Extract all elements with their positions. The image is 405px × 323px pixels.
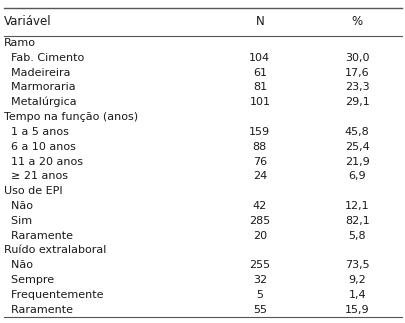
Text: 82,1: 82,1 — [344, 216, 369, 226]
Text: 1 a 5 anos: 1 a 5 anos — [4, 127, 69, 137]
Text: 61: 61 — [252, 68, 266, 78]
Text: 5,8: 5,8 — [347, 231, 365, 241]
Text: Uso de EPI: Uso de EPI — [4, 186, 62, 196]
Text: 55: 55 — [252, 305, 266, 315]
Text: 30,0: 30,0 — [344, 53, 369, 63]
Text: Sim: Sim — [4, 216, 32, 226]
Text: N: N — [255, 15, 264, 28]
Text: ≥ 21 anos: ≥ 21 anos — [4, 172, 68, 181]
Text: 88: 88 — [252, 142, 266, 152]
Text: 23,3: 23,3 — [344, 82, 369, 92]
Text: 11 a 20 anos: 11 a 20 anos — [4, 157, 83, 167]
Text: Fab. Cimento: Fab. Cimento — [4, 53, 84, 63]
Text: 1,4: 1,4 — [347, 290, 365, 300]
Text: 21,9: 21,9 — [344, 157, 369, 167]
Text: Metalúrgica: Metalúrgica — [4, 97, 77, 108]
Text: 6 a 10 anos: 6 a 10 anos — [4, 142, 76, 152]
Text: 73,5: 73,5 — [344, 260, 369, 270]
Text: 76: 76 — [252, 157, 266, 167]
Text: 81: 81 — [252, 82, 266, 92]
Text: 104: 104 — [249, 53, 270, 63]
Text: 9,2: 9,2 — [347, 275, 365, 285]
Text: Ramo: Ramo — [4, 38, 36, 48]
Text: Tempo na função (anos): Tempo na função (anos) — [4, 112, 138, 122]
Text: 32: 32 — [252, 275, 266, 285]
Text: 159: 159 — [249, 127, 270, 137]
Text: Frequentemente: Frequentemente — [4, 290, 103, 300]
Text: Não: Não — [4, 260, 33, 270]
Text: 12,1: 12,1 — [344, 201, 369, 211]
Text: 17,6: 17,6 — [344, 68, 369, 78]
Text: %: % — [351, 15, 362, 28]
Text: 5: 5 — [256, 290, 263, 300]
Text: 15,9: 15,9 — [344, 305, 369, 315]
Text: 24: 24 — [252, 172, 266, 181]
Text: 6,9: 6,9 — [347, 172, 365, 181]
Text: 29,1: 29,1 — [344, 97, 369, 107]
Text: 255: 255 — [249, 260, 270, 270]
Text: 285: 285 — [249, 216, 270, 226]
Text: 45,8: 45,8 — [344, 127, 369, 137]
Text: 20: 20 — [252, 231, 266, 241]
Text: Marmoraria: Marmoraria — [4, 82, 75, 92]
Text: Raramente: Raramente — [4, 305, 73, 315]
Text: 101: 101 — [249, 97, 270, 107]
Text: Sempre: Sempre — [4, 275, 54, 285]
Text: Ruído extralaboral: Ruído extralaboral — [4, 245, 106, 255]
Text: Variável: Variável — [4, 15, 51, 28]
Text: 42: 42 — [252, 201, 266, 211]
Text: Madeireira: Madeireira — [4, 68, 70, 78]
Text: 25,4: 25,4 — [344, 142, 369, 152]
Text: Não: Não — [4, 201, 33, 211]
Text: Raramente: Raramente — [4, 231, 73, 241]
